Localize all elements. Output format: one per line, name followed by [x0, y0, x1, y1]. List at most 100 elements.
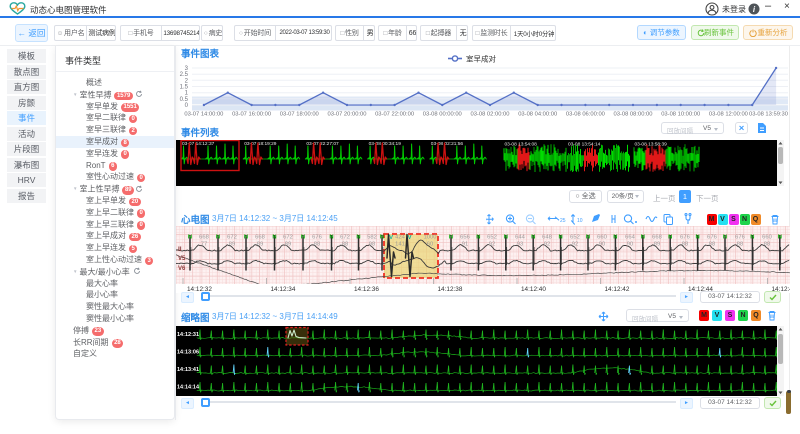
svg-text:0.5: 0.5	[180, 97, 189, 103]
svg-text:98: 98	[369, 242, 375, 248]
svg-text:89: 89	[654, 242, 660, 248]
svg-text:N: N	[356, 235, 360, 241]
svg-text:03-08 08:00:00: 03-08 08:00:00	[613, 112, 652, 118]
svg-text:88: 88	[737, 242, 743, 248]
svg-text:03-07 22:27:07: 03-07 22:27:07	[306, 141, 339, 147]
svg-text:03-08 04:00:00: 03-08 04:00:00	[518, 112, 557, 118]
svg-text:660: 660	[597, 235, 607, 241]
svg-text:14:12:34: 14:12:34	[271, 286, 296, 293]
svg-text:672: 672	[227, 235, 237, 241]
svg-text:14:12:42: 14:12:42	[605, 286, 630, 293]
svg-text:03-07 22:00:00: 03-07 22:00:00	[375, 112, 414, 118]
svg-text:676: 676	[680, 235, 690, 241]
svg-text:II: II	[178, 246, 182, 253]
svg-text:03-07 18:19:29: 03-07 18:19:29	[244, 141, 277, 147]
svg-text:1: 1	[185, 91, 189, 97]
svg-text:N: N	[613, 235, 617, 241]
svg-text:92: 92	[489, 242, 495, 248]
svg-text:03-08 02:21:56: 03-08 02:21:56	[431, 141, 464, 147]
svg-text:N: N	[272, 235, 276, 241]
svg-text:60: 60	[427, 242, 433, 248]
svg-text:582: 582	[367, 235, 377, 241]
svg-text:14:12:36: 14:12:36	[354, 286, 379, 293]
svg-text:77: 77	[201, 242, 207, 248]
svg-text:N: N	[531, 235, 535, 241]
svg-text:N: N	[504, 235, 508, 241]
svg-text:672: 672	[283, 235, 293, 241]
svg-text:14:14:14: 14:14:14	[177, 385, 200, 391]
svg-text:N: N	[188, 235, 192, 241]
svg-text:424: 424	[395, 235, 405, 241]
svg-text:89: 89	[257, 242, 263, 248]
svg-text:N: N	[778, 235, 782, 241]
svg-text:676: 676	[735, 235, 745, 241]
svg-text:668: 668	[652, 235, 662, 241]
svg-text:N: N	[449, 235, 453, 241]
svg-text:660: 660	[762, 235, 772, 241]
svg-text:03-08 13:54:14: 03-08 13:54:14	[568, 142, 601, 148]
svg-text:676: 676	[707, 235, 717, 241]
svg-text:V: V	[408, 235, 412, 241]
svg-text:652: 652	[570, 235, 580, 241]
svg-text:88: 88	[342, 242, 348, 248]
svg-text:N: N	[476, 235, 480, 241]
svg-text:N: N	[586, 235, 590, 241]
svg-text:2.5: 2.5	[180, 72, 189, 78]
svg-text:N: N	[329, 235, 333, 241]
svg-text:14:12:31: 14:12:31	[177, 332, 199, 338]
svg-text:0: 0	[185, 103, 189, 109]
svg-text:03-08 12:00:00: 03-08 12:00:00	[709, 112, 748, 118]
svg-text:14:12:40: 14:12:40	[521, 286, 546, 293]
svg-text:14:12:44: 14:12:44	[688, 286, 713, 293]
svg-text:03-07 18:00:00: 03-07 18:00:00	[280, 112, 319, 118]
svg-text:N: N	[559, 235, 563, 241]
svg-text:88: 88	[314, 242, 320, 248]
svg-text:88: 88	[709, 242, 715, 248]
svg-text:664: 664	[625, 235, 635, 241]
svg-text:V: V	[389, 235, 393, 241]
svg-text:N: N	[380, 235, 384, 241]
svg-text:92: 92	[572, 242, 578, 248]
svg-text:14:13:41: 14:13:41	[177, 367, 199, 373]
svg-text:92: 92	[544, 242, 550, 248]
svg-text:25: 25	[560, 218, 566, 224]
svg-text:141: 141	[395, 242, 405, 248]
svg-text:14:12:38: 14:12:38	[438, 286, 463, 293]
svg-text:N: N	[216, 235, 220, 241]
svg-text:03-08 06:00:00: 03-08 06:00:00	[566, 112, 605, 118]
svg-text:1.5: 1.5	[180, 85, 189, 91]
svg-text:N: N	[696, 235, 700, 241]
svg-text:i: i	[753, 5, 756, 14]
svg-text:N: N	[668, 235, 672, 241]
svg-text:14:13:06: 14:13:06	[177, 350, 199, 356]
svg-text:N: N	[723, 235, 727, 241]
svg-text:88: 88	[764, 242, 770, 248]
svg-text:03-08 10:00:00: 03-08 10:00:00	[661, 112, 700, 118]
svg-text:03-07 14:00:00: 03-07 14:00:00	[184, 112, 223, 118]
svg-text:V6: V6	[178, 266, 186, 272]
svg-text:672: 672	[340, 235, 350, 241]
svg-text:03-08 00:34:19: 03-08 00:34:19	[369, 141, 402, 147]
svg-text:656: 656	[460, 235, 470, 241]
svg-text:676: 676	[312, 235, 322, 241]
svg-text:652: 652	[487, 235, 497, 241]
svg-text:N: N	[244, 235, 248, 241]
svg-text:648: 648	[542, 235, 552, 241]
svg-text:91: 91	[462, 242, 468, 248]
svg-text:N: N	[750, 235, 754, 241]
svg-text:93: 93	[517, 242, 523, 248]
svg-text:668: 668	[199, 235, 209, 241]
svg-text:668: 668	[255, 235, 265, 241]
svg-text:2: 2	[185, 78, 189, 84]
svg-text:90: 90	[599, 242, 605, 248]
svg-text:N: N	[641, 235, 645, 241]
svg-text:03-07 20:00:00: 03-07 20:00:00	[327, 112, 366, 118]
svg-text:03-08 02:00:00: 03-08 02:00:00	[470, 112, 509, 118]
svg-text:14:12:46: 14:12:46	[772, 286, 791, 293]
svg-text:V5: V5	[178, 256, 186, 262]
svg-text:89: 89	[285, 242, 291, 248]
svg-text:03-08 13:58:39: 03-08 13:58:39	[635, 142, 668, 148]
svg-text:03-07 14:12:37: 03-07 14:12:37	[182, 141, 215, 147]
svg-text:1000: 1000	[424, 235, 437, 241]
svg-text:90: 90	[627, 242, 633, 248]
